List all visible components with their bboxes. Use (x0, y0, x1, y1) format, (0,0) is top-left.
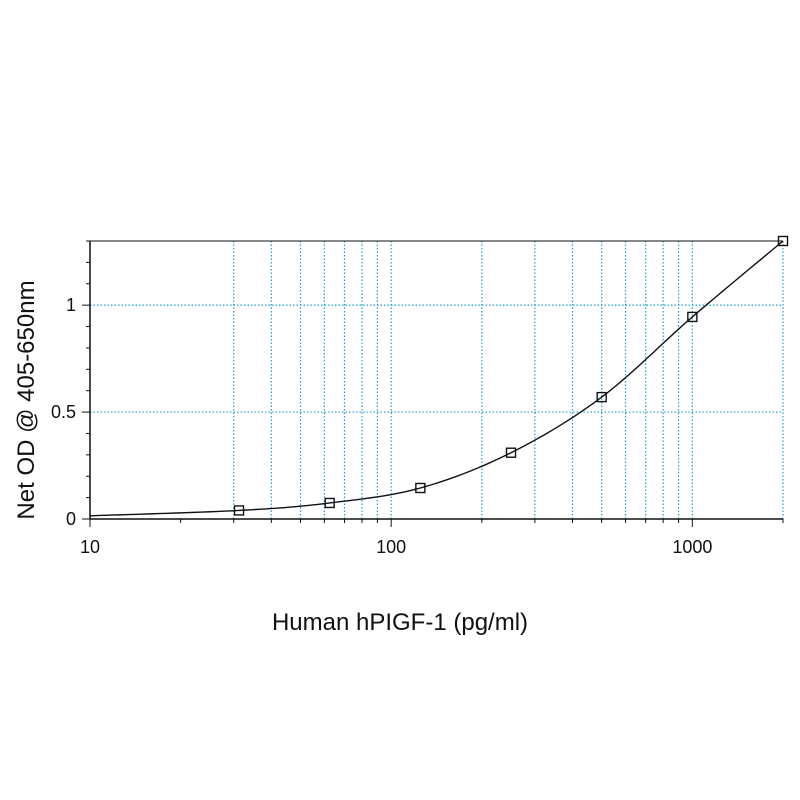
series-line (89, 240, 784, 517)
y-tick-label: 0.5 (51, 402, 76, 422)
curve (89, 240, 784, 517)
x-tick-label: 100 (376, 537, 406, 557)
x-tick-label: 1000 (672, 537, 712, 557)
y-tick-label: 0 (66, 509, 76, 529)
x-axis-title: Human hPIGF-1 (pg/ml) (272, 609, 528, 636)
data-point (687, 311, 698, 323)
y-axis-title: Net OD @ 405-650nm (13, 280, 40, 519)
data-point (324, 497, 335, 509)
data-point (596, 391, 607, 403)
data-point (505, 447, 517, 458)
x-tick-label: 10 (80, 537, 100, 557)
axes (82, 240, 784, 527)
data-point (233, 505, 245, 516)
data-point (777, 235, 789, 247)
y-tick-label: 1 (66, 295, 76, 315)
data-point (415, 482, 426, 494)
tick-labels: 10 100 1000 0 0.5 1 (51, 295, 712, 557)
markers (233, 235, 789, 516)
grid (90, 241, 784, 519)
